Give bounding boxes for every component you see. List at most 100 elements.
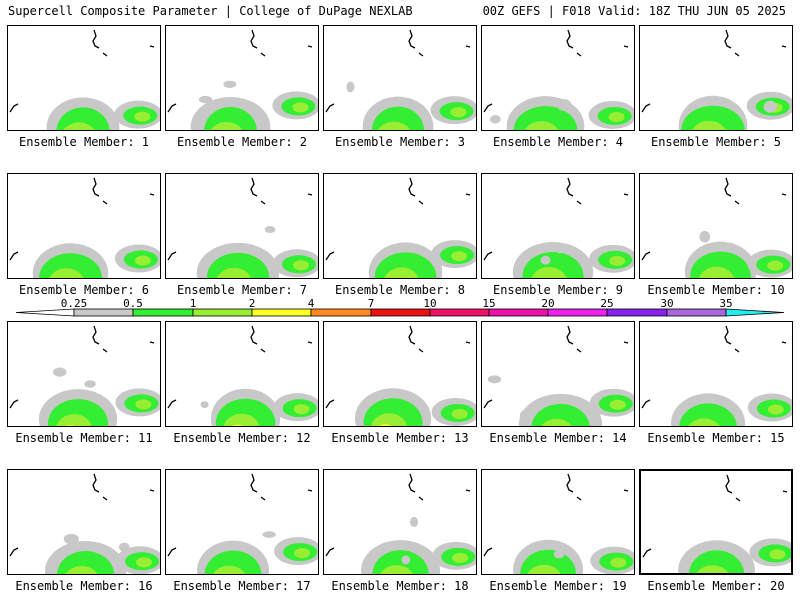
coastline-mark (623, 489, 629, 492)
scp-contour-gray (198, 95, 213, 104)
scp-map (641, 177, 792, 278)
scp-contour-green (689, 550, 745, 573)
colorbar-tick-label: 15 (482, 297, 496, 310)
ensemble-member-panel[interactable] (165, 25, 319, 131)
coastline-mark (260, 52, 266, 57)
ensemble-member-panel[interactable] (7, 173, 161, 279)
scp-contour-gray (519, 409, 534, 422)
colorbar-tick-label: 30 (660, 297, 674, 310)
coastline-mark (250, 177, 258, 197)
ensemble-member-panel[interactable] (323, 321, 477, 427)
coastline-mark (781, 193, 787, 196)
scp-contour-lime (210, 122, 243, 130)
scp-contour-lime (216, 267, 252, 278)
ensemble-member-panel[interactable] (639, 321, 793, 427)
scp-map (641, 29, 792, 130)
coastline-mark (167, 399, 177, 409)
coastline-mark (102, 52, 108, 57)
scp-contour-green (56, 551, 115, 574)
ensemble-member-panel[interactable] (639, 469, 793, 575)
ensemble-member-panel[interactable] (323, 25, 477, 131)
colorbar-tick-label: 4 (307, 297, 315, 310)
ensemble-member-label: Ensemble Member: 5 (650, 135, 782, 149)
colorbar-segment (488, 308, 549, 317)
coastline-mark (566, 29, 574, 49)
coastline-mark (102, 200, 108, 205)
scp-contour-lime (608, 111, 625, 122)
scp-contour-lime (699, 266, 735, 278)
scp-contour-lime (292, 102, 309, 113)
scp-contour-gray (557, 99, 572, 112)
ensemble-member-panel[interactable] (481, 25, 635, 131)
colorbar-segment (606, 308, 668, 317)
coastline-mark (167, 547, 177, 557)
scp-map (641, 325, 792, 426)
colorbar-tick-label: 0.5 (123, 297, 143, 310)
scp-contour-gray (264, 225, 276, 234)
scp-contour-gray (410, 516, 419, 528)
ensemble-member-label: Ensemble Member: 14 (489, 431, 627, 445)
scp-contour-lime (371, 413, 407, 426)
ensemble-member-panel[interactable] (165, 321, 319, 427)
coastline-mark (102, 348, 108, 353)
coastline-mark (576, 496, 582, 501)
scp-map (483, 473, 634, 574)
ensemble-member-panel[interactable] (323, 469, 477, 575)
ensemble-member-panel[interactable] (7, 469, 161, 575)
coastline-mark (576, 52, 582, 57)
scp-contour-green (56, 107, 110, 130)
scp-map (9, 177, 160, 278)
ensemble-member-label: Ensemble Member: 12 (173, 431, 311, 445)
ensemble-member-panel[interactable] (481, 321, 635, 427)
colorbar-tick-label: 2 (248, 297, 256, 310)
scp-map (9, 473, 160, 574)
scp-contour-lime (49, 268, 84, 278)
coastline-mark (465, 341, 471, 344)
ensemble-member-panel[interactable] (639, 25, 793, 131)
scp-map (483, 29, 634, 130)
colorbar-segment (429, 308, 490, 317)
ensemble-member-label: Ensemble Member: 20 (647, 579, 785, 593)
ensemble-member-panel[interactable] (481, 173, 635, 279)
scp-contour-green (204, 550, 262, 574)
coastline-mark (325, 251, 335, 261)
scp-map (483, 177, 634, 279)
ensemble-member-panel[interactable] (165, 469, 319, 575)
coastline-mark (623, 45, 629, 48)
colorbar-segment (547, 308, 608, 317)
scp-contour-green (679, 403, 737, 426)
scp-contour-yellow (535, 278, 555, 279)
colorbar-segment (132, 308, 194, 317)
scp-contour-gray (84, 380, 96, 388)
ensemble-member-panel[interactable] (165, 173, 319, 279)
scp-map (325, 325, 476, 426)
ensemble-member-panel[interactable] (7, 321, 161, 427)
map-title: Supercell Composite Parameter | College … (8, 4, 413, 18)
ensemble-member-panel[interactable] (323, 173, 477, 279)
coastline-mark (260, 496, 266, 501)
scp-contour-lime (610, 557, 627, 568)
ensemble-member-panel[interactable] (639, 173, 793, 279)
ensemble-member-panel[interactable] (481, 469, 635, 575)
coastline-mark (566, 177, 574, 197)
coastline-mark (465, 193, 471, 196)
scp-contour-lime (451, 408, 468, 419)
scp-contour-yellow (232, 424, 243, 426)
colorbar-tick-label: 20 (541, 297, 555, 310)
scp-contour-lime (450, 107, 467, 118)
coastline-mark (483, 103, 493, 113)
scp-contour-lime (212, 565, 246, 574)
ensemble-member-label: Ensemble Member: 17 (173, 579, 311, 593)
ensemble-member-panel[interactable] (7, 25, 161, 131)
coastline-mark (260, 200, 266, 205)
scp-contour-lime (688, 418, 720, 426)
coastline-mark (724, 29, 732, 49)
coastline-mark (641, 103, 651, 113)
scp-contour-lime (525, 121, 558, 130)
coastline-mark (483, 547, 493, 557)
coastline-mark (725, 474, 733, 494)
colorbar-high-arrow (725, 308, 785, 317)
coastline-mark (781, 341, 787, 344)
coastline-mark (250, 29, 258, 49)
scp-contour-green (513, 106, 578, 130)
